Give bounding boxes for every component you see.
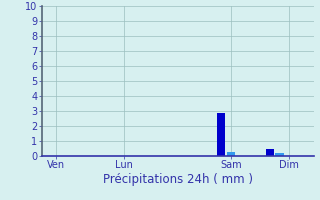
Bar bbox=[217, 113, 226, 156]
Bar bbox=[227, 152, 235, 156]
X-axis label: Précipitations 24h ( mm ): Précipitations 24h ( mm ) bbox=[103, 173, 252, 186]
Bar bbox=[266, 149, 274, 156]
Bar bbox=[276, 153, 284, 156]
